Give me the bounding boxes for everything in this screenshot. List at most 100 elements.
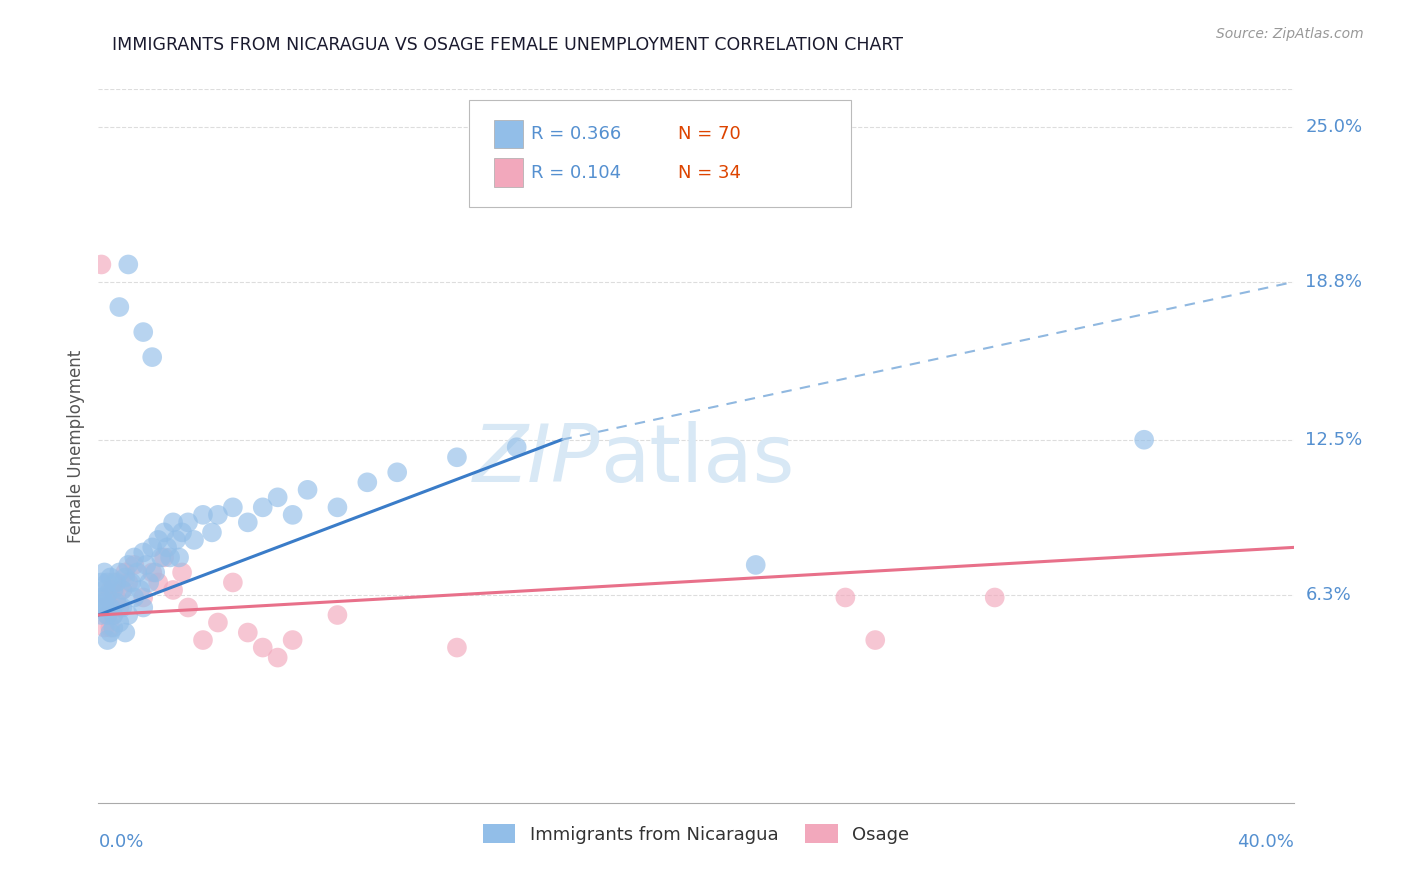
Point (96, 588, 118, 602)
Point (117, 575, 139, 590)
Point (267, 650, 290, 665)
Text: 25.0%: 25.0% (1306, 118, 1362, 136)
Point (108, 566, 131, 580)
Point (124, 558, 146, 572)
Point (103, 607, 125, 622)
Point (236, 625, 259, 640)
Point (172, 566, 194, 580)
Point (446, 640, 468, 655)
Text: N = 70: N = 70 (678, 125, 741, 143)
Point (135, 558, 157, 572)
Point (103, 607, 125, 622)
Point (207, 615, 229, 630)
Point (183, 533, 205, 547)
Point (222, 500, 245, 515)
Point (153, 525, 176, 540)
Point (281, 508, 304, 522)
Point (326, 607, 349, 622)
Point (297, 483, 319, 497)
Point (117, 257, 139, 271)
Point (93, 600, 115, 615)
Point (93, 566, 115, 580)
Point (93, 582, 115, 597)
Point (162, 582, 184, 597)
FancyBboxPatch shape (494, 120, 523, 148)
Point (96, 607, 118, 622)
Point (103, 621, 125, 635)
Text: N = 34: N = 34 (678, 164, 741, 182)
Point (177, 600, 200, 615)
Legend: Immigrants from Nicaragua, Osage: Immigrants from Nicaragua, Osage (475, 817, 917, 851)
Point (93, 621, 115, 635)
Point (222, 575, 245, 590)
Point (129, 582, 152, 597)
Text: 18.8%: 18.8% (1306, 273, 1362, 291)
Point (172, 525, 194, 540)
Point (385, 465, 409, 479)
Point (93, 595, 115, 609)
Point (98, 625, 122, 640)
Point (865, 633, 887, 648)
Point (90, 600, 112, 615)
Point (98, 570, 122, 584)
Point (159, 550, 181, 565)
Point (506, 440, 529, 454)
Point (150, 550, 173, 565)
Point (90, 257, 112, 271)
Point (446, 450, 468, 465)
Text: 0.0%: 0.0% (98, 833, 143, 851)
Point (105, 595, 128, 609)
Point (148, 533, 170, 547)
Point (167, 550, 190, 565)
Text: R = 0.104: R = 0.104 (531, 164, 621, 182)
Point (124, 591, 146, 605)
Point (96, 607, 118, 622)
Point (191, 633, 214, 648)
Point (252, 640, 274, 655)
Text: 6.3%: 6.3% (1306, 586, 1351, 604)
Point (98, 600, 122, 615)
Point (124, 550, 146, 565)
Point (141, 541, 163, 555)
Point (745, 558, 768, 572)
Point (96, 633, 118, 648)
Point (281, 633, 304, 648)
Point (162, 516, 184, 530)
Point (236, 516, 259, 530)
Point (111, 582, 134, 597)
Point (90, 575, 112, 590)
Text: 40.0%: 40.0% (1237, 833, 1294, 851)
Point (156, 541, 179, 555)
Point (834, 591, 856, 605)
Point (120, 575, 142, 590)
Point (96, 591, 118, 605)
Point (114, 566, 136, 580)
Point (93, 600, 115, 615)
Point (201, 525, 224, 540)
Point (98, 582, 122, 597)
Point (105, 591, 128, 605)
Point (132, 591, 155, 605)
Point (267, 491, 290, 505)
Point (117, 607, 139, 622)
Point (148, 575, 170, 590)
Point (141, 350, 163, 364)
Point (98, 621, 122, 635)
Point (143, 566, 166, 580)
Point (127, 566, 149, 580)
Text: atlas: atlas (600, 421, 794, 500)
Point (207, 508, 229, 522)
Point (191, 508, 214, 522)
Point (177, 516, 200, 530)
Point (111, 582, 134, 597)
Point (111, 600, 134, 615)
Point (103, 575, 125, 590)
Point (132, 325, 155, 339)
Point (153, 550, 176, 565)
Point (356, 475, 378, 490)
Text: 12.5%: 12.5% (1306, 431, 1362, 449)
Point (326, 500, 349, 515)
Point (117, 558, 139, 572)
Point (108, 300, 131, 314)
Point (114, 570, 136, 584)
